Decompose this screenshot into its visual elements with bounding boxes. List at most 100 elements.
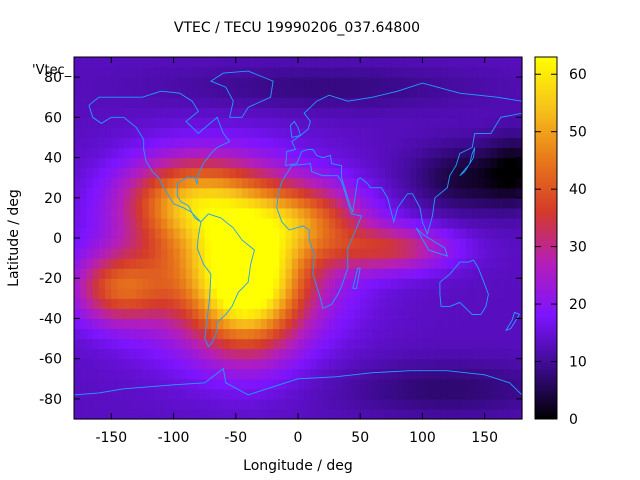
heatmap-cell <box>154 147 162 159</box>
heatmap-cell <box>329 358 336 370</box>
heatmap-cell <box>123 358 131 370</box>
heatmap-cell <box>360 338 368 350</box>
heatmap-cell <box>130 288 137 299</box>
heatmap-cell <box>210 157 218 169</box>
heatmap-cell <box>167 147 175 159</box>
heatmap-cell <box>341 107 349 118</box>
heatmap-cell <box>484 268 492 279</box>
north-america-outline <box>88 90 231 223</box>
heatmap-cell <box>285 278 293 289</box>
heatmap-cell <box>354 187 361 199</box>
heatmap-cell <box>472 137 480 149</box>
heatmap-cell <box>179 137 187 149</box>
heatmap-cell <box>416 197 424 209</box>
heatmap-cell <box>204 67 212 78</box>
heatmap-cell <box>173 378 181 390</box>
heatmap-cell <box>310 348 318 360</box>
heatmap-cell <box>354 298 361 309</box>
heatmap-cell <box>385 217 392 229</box>
heatmap-cell <box>378 308 386 320</box>
heatmap-cell <box>372 348 380 360</box>
heatmap-cell <box>515 358 523 370</box>
heatmap-cell <box>161 238 168 249</box>
heatmap-cell <box>410 378 417 390</box>
heatmap-cell <box>192 217 200 229</box>
heatmap-cell <box>210 258 218 269</box>
heatmap-cell <box>142 328 150 340</box>
heatmap-cell <box>279 67 287 78</box>
heatmap-cell <box>385 308 392 320</box>
heatmap-cell <box>260 77 268 88</box>
heatmap-cell <box>329 137 336 149</box>
heatmap-cell <box>98 378 106 390</box>
heatmap-cell <box>273 328 280 340</box>
heatmap-cell <box>304 207 312 219</box>
heatmap-cell <box>466 107 473 118</box>
heatmap-cell <box>515 268 523 279</box>
heatmap-cell <box>329 368 336 380</box>
heatmap-cell <box>173 368 181 380</box>
heatmap-cell <box>80 217 88 229</box>
heatmap-cell <box>509 187 517 199</box>
africa-outline <box>276 163 363 310</box>
heatmap-cell <box>86 298 94 309</box>
heatmap-cell <box>223 127 231 139</box>
heatmap-cell <box>80 57 88 68</box>
heatmap-cell <box>484 298 492 309</box>
heatmap-cell <box>316 147 324 159</box>
heatmap-cell <box>385 338 392 350</box>
heatmap-cell <box>347 288 355 299</box>
heatmap-cell <box>304 77 312 88</box>
heatmap-cell <box>335 408 343 420</box>
heatmap-cell <box>105 107 112 118</box>
heatmap-cell <box>254 197 262 209</box>
heatmap-cell <box>403 378 411 390</box>
heatmap-cell <box>484 197 492 209</box>
heatmap-cell <box>410 268 417 279</box>
heatmap-cell <box>285 67 293 78</box>
heatmap-cell <box>304 217 312 229</box>
heatmap-cell <box>304 248 312 259</box>
heatmap-cell <box>441 258 448 269</box>
heatmap-cell <box>142 157 150 169</box>
heatmap-cell <box>472 87 480 98</box>
heatmap-cell <box>478 67 486 78</box>
heatmap-cell <box>341 398 349 410</box>
heatmap-cell <box>310 147 318 159</box>
heatmap-cell <box>391 338 399 350</box>
heatmap-cell <box>260 238 268 249</box>
heatmap-cell <box>397 308 405 320</box>
heatmap-cell <box>329 107 336 118</box>
heatmap-cell <box>466 278 473 289</box>
heatmap-cell <box>192 77 200 88</box>
heatmap-cell <box>235 57 243 68</box>
heatmap-cell <box>329 157 336 169</box>
heatmap-cell <box>154 197 162 209</box>
heatmap-cell <box>86 318 94 330</box>
heatmap-cell <box>80 67 88 78</box>
heatmap-cell <box>223 398 231 410</box>
heatmap-cell <box>509 177 517 189</box>
heatmap-cell <box>117 127 125 139</box>
heatmap-cell <box>260 358 268 370</box>
heatmap-cell <box>497 207 504 219</box>
heatmap-cell <box>154 318 162 330</box>
heatmap-cell <box>136 258 144 269</box>
heatmap-cell <box>161 368 168 380</box>
heatmap-cell <box>242 278 249 289</box>
heatmap-cell <box>453 348 461 360</box>
heatmap-cell <box>316 217 324 229</box>
heatmap-cell <box>266 318 274 330</box>
heatmap-cell <box>366 358 374 370</box>
heatmap-cell <box>273 288 280 299</box>
heatmap-cell <box>142 358 150 370</box>
heatmap-cell <box>192 378 200 390</box>
heatmap-cell <box>304 358 312 370</box>
colorbar-tick-label: 30 <box>569 240 587 256</box>
heatmap-cell <box>130 308 137 320</box>
heatmap-cell <box>80 167 88 179</box>
heatmap-cell <box>260 348 268 360</box>
heatmap-cell <box>92 278 100 289</box>
x-tick-label: 150 <box>471 430 498 446</box>
heatmap-cell <box>273 207 280 219</box>
